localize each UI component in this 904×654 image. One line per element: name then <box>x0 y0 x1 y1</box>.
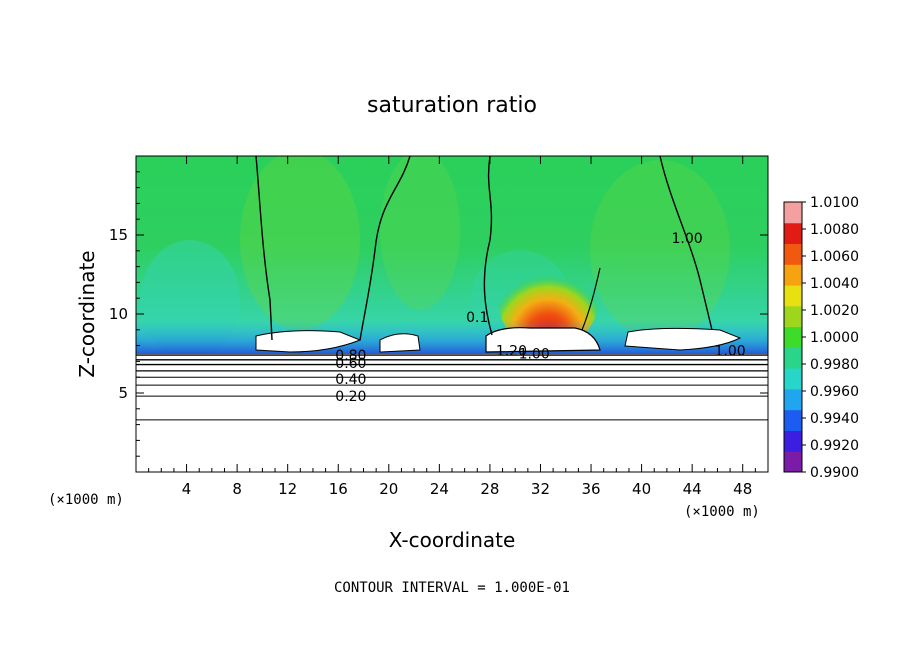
colorbar-swatch <box>784 388 802 411</box>
colorbar-label: 1.0000 <box>810 330 859 346</box>
contour-label: 1.20 <box>496 343 527 359</box>
colorbar-label: 0.9900 <box>810 465 859 481</box>
colorbar-swatch <box>784 243 802 265</box>
x-tick-label: 20 <box>379 480 398 498</box>
colorbar-swatch <box>784 430 802 452</box>
colorbar-swatch <box>784 409 802 431</box>
plume-a <box>240 156 360 330</box>
colorbar-swatch <box>784 451 802 473</box>
colorbar-label: 1.0020 <box>810 303 859 319</box>
x-tick-label: 16 <box>329 480 348 498</box>
contour-label: 0.80 <box>335 348 366 364</box>
contour-line-2 <box>359 156 411 341</box>
colorbar: 1.0100 1.0080 1.0060 1.0040 1.0020 1.0000 0.99… <box>783 195 859 481</box>
x-tick-label: 8 <box>232 480 242 498</box>
contour-line-horizontal <box>136 395 768 397</box>
colorbar-label: 0.9980 <box>810 357 859 373</box>
horizontal-contours <box>136 354 768 421</box>
plume-c <box>590 160 730 340</box>
contour-line-horizontal <box>136 358 768 361</box>
y-axis-ticks: 5 10 15 <box>109 171 768 457</box>
contour-line-1 <box>255 156 273 341</box>
contour-line-horizontal <box>136 376 768 378</box>
x-tick-label: 24 <box>430 480 449 498</box>
contour-label: 0.60 <box>335 356 366 372</box>
x-tick-label: 36 <box>581 480 600 498</box>
cloud-region-right <box>624 327 742 351</box>
contour-line-horizontal <box>136 363 768 366</box>
contour-label: 0.40 <box>335 372 366 388</box>
colorbar-swatch <box>784 202 802 224</box>
x-tick-label: 40 <box>632 480 651 498</box>
contour-line-4 <box>581 267 601 331</box>
x-unit-left: (×1000 m) <box>48 492 124 508</box>
x-axis-ticks: 4 8 12 16 20 24 28 32 36 40 44 48 <box>148 156 756 498</box>
contour-label: 1.00 <box>714 343 745 359</box>
contour-labels: 1.001.001.201.000.10.800.600.400.20 <box>335 231 745 405</box>
y-tick-label: 15 <box>109 226 128 244</box>
colorbar-label: 1.0080 <box>810 222 859 238</box>
colorbar-swatch <box>784 347 802 369</box>
cloud-region-center <box>485 327 601 353</box>
contour-line-horizontal <box>136 419 768 421</box>
x-tick-label: 4 <box>182 480 192 498</box>
contour-line-horizontal <box>136 354 768 357</box>
low-level-region <box>136 354 768 472</box>
plume-b <box>380 156 460 310</box>
colorbar-swatch <box>784 222 802 245</box>
x-tick-label: 48 <box>733 480 752 498</box>
contour-label: 1.00 <box>519 347 550 363</box>
colorbar-swatch <box>784 326 802 348</box>
contour-interval-note: CONTOUR INTERVAL = 1.000E-01 <box>334 580 570 596</box>
x-unit-right: (×1000 m) <box>684 504 760 520</box>
colorbar-label: 0.9920 <box>810 438 859 454</box>
contour-line-horizontal <box>136 369 768 372</box>
contour-line-5 <box>659 156 713 331</box>
colorbar-label: 0.9940 <box>810 411 859 427</box>
y-tick-label: 10 <box>109 305 128 323</box>
colorbar-swatch <box>784 264 802 286</box>
contour-label: 1.00 <box>672 231 703 247</box>
contour-line-3 <box>483 156 493 336</box>
colorbar-label: 0.9960 <box>810 384 859 400</box>
x-tick-label: 12 <box>278 480 297 498</box>
y-tick-label: 5 <box>118 384 128 402</box>
x-axis-label: X-coordinate <box>389 528 516 552</box>
x-tick-label: 44 <box>683 480 702 498</box>
colorbar-label: 1.0060 <box>810 249 859 265</box>
colorbar-swatch <box>784 285 802 307</box>
contour-line-horizontal <box>136 384 768 386</box>
x-tick-label: 28 <box>480 480 499 498</box>
contour-label: 0.20 <box>335 389 366 405</box>
chart-title: saturation ratio <box>367 93 537 118</box>
x-tick-label: 32 <box>531 480 550 498</box>
colorbar-label: 1.0100 <box>810 195 859 211</box>
colorbar-label: 1.0040 <box>810 276 859 292</box>
cloud-region-small <box>379 333 421 353</box>
colorbar-swatch <box>784 305 802 328</box>
y-axis-label: Z-coordinate <box>75 250 99 377</box>
plot-area <box>136 156 768 472</box>
contour-label: 0.1 <box>466 310 488 326</box>
colorbar-swatch <box>784 368 802 390</box>
